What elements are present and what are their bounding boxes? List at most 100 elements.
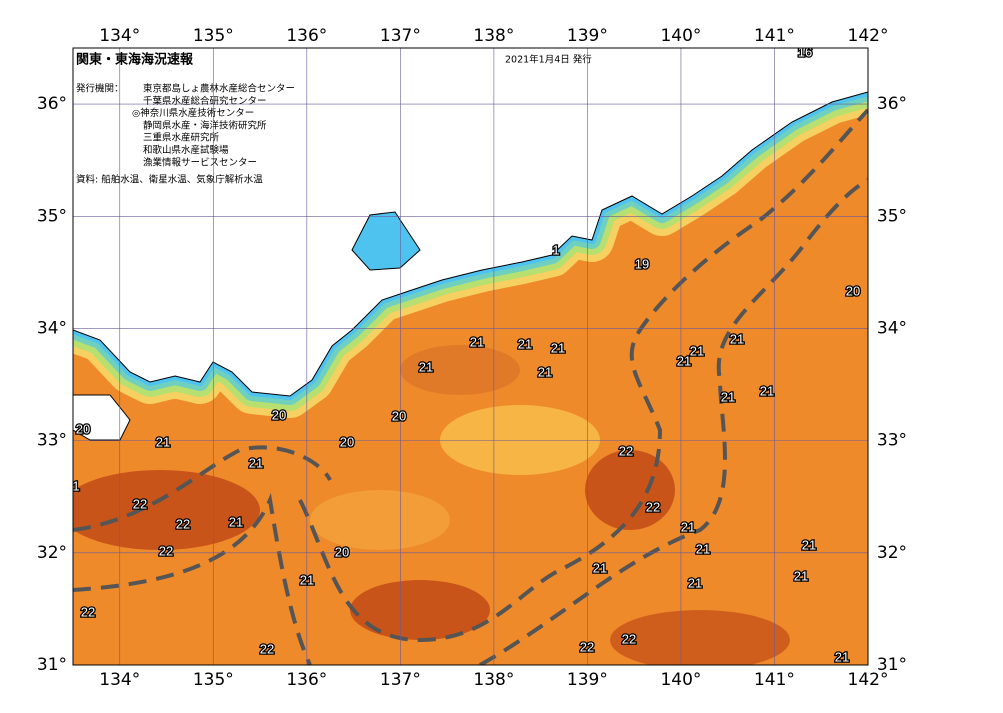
lon-label: 141° [754, 26, 795, 46]
contour-label: 16 [798, 44, 812, 59]
contour-label: 20 [846, 283, 860, 298]
contour-label: 21 [835, 649, 849, 664]
contour-label: 21 [794, 568, 808, 583]
lat-label: 33° [877, 431, 907, 451]
warm-patch [73, 470, 260, 550]
contour-label: 22 [619, 443, 633, 458]
contour-label: 21 [419, 359, 433, 374]
lon-label: 138° [473, 670, 514, 690]
contour-label: 21 [677, 353, 691, 368]
contour-label: 21 [470, 334, 484, 349]
lon-label: 135° [193, 26, 234, 46]
lon-label: 142° [848, 670, 889, 690]
lon-label: 139° [567, 670, 608, 690]
contour-label: 21 [538, 364, 552, 379]
lon-label: 136° [286, 26, 327, 46]
lon-label: 134° [99, 670, 140, 690]
contour-label: 22 [646, 499, 660, 514]
contour-label: 21 [696, 541, 710, 556]
lat-label: 32° [37, 543, 67, 563]
contour-label: 22 [133, 496, 147, 511]
lat-label: 34° [877, 318, 907, 338]
lon-label: 140° [660, 670, 701, 690]
contour-label: 21 [249, 455, 263, 470]
warm-patch [610, 610, 790, 665]
lon-label: 137° [380, 26, 421, 46]
lat-label: 32° [877, 543, 907, 563]
contour-label: 22 [81, 604, 95, 619]
ticks: 134°134°135°135°136°136°137°137°138°138°… [37, 26, 907, 690]
issue-date: 2021年1月4日 発行 [505, 54, 592, 66]
agency: ◎神奈川県水産技術センター [132, 107, 254, 119]
cool-patch [440, 405, 600, 475]
lat-label: 35° [877, 206, 907, 226]
land [73, 48, 868, 397]
contour-label: 21 [593, 560, 607, 575]
lat-label: 35° [37, 206, 67, 226]
contour-label: 21 [721, 389, 735, 404]
agency: 静岡県水産・海洋技術研究所 [143, 119, 267, 131]
contour-label: 1 [552, 242, 559, 257]
lat-label: 34° [37, 318, 67, 338]
contour-label: 22 [159, 543, 173, 558]
lon-label: 137° [380, 670, 421, 690]
contour-label: 21 [551, 340, 565, 355]
lon-label: 136° [286, 670, 327, 690]
contour-label: 20 [272, 407, 286, 422]
lon-label: 139° [567, 26, 608, 46]
grid [73, 48, 868, 665]
contour-label: 21 [300, 572, 314, 587]
coastal-bands [73, 48, 868, 441]
lon-label: 134° [99, 26, 140, 46]
contour-label: 21 [760, 383, 774, 398]
agency: 東京都島しょ農林水産総合センター [143, 83, 295, 95]
lat-label: 36° [37, 94, 67, 114]
frame [72, 47, 869, 666]
contour-label: 22 [260, 641, 274, 656]
agency: 千葉県水産総合研究センター [143, 95, 267, 107]
source: 資料: 船舶水温、衛星水温、気象庁解析水温 [76, 174, 263, 186]
agencies-label: 発行機関： [76, 83, 124, 95]
agencies: 東京都島しょ農林水産総合センター千葉県水産総合研究センター◎神奈川県水産技術セン… [132, 83, 295, 169]
current-axis [298, 108, 868, 643]
lon-label: 138° [473, 26, 514, 46]
contour-label: 22 [580, 639, 594, 654]
bay [351, 211, 421, 271]
contour-label: 21 [730, 331, 744, 346]
current-axis [479, 178, 868, 665]
contour-label: 22 [176, 516, 190, 531]
cool-patch [310, 490, 450, 550]
contour-label: 21 [688, 575, 702, 590]
contour-label: 21 [802, 537, 816, 552]
warm-patch [585, 450, 675, 530]
lon-label: 142° [848, 26, 889, 46]
lat-label: 33° [37, 431, 67, 451]
lat-label: 36° [877, 94, 907, 114]
contour-label: 21 [156, 434, 170, 449]
contour-label: 22 [622, 631, 636, 646]
current-axis [73, 445, 332, 532]
contour-label: 20 [392, 408, 406, 423]
contour-label: 21 [229, 514, 243, 529]
contour-label: 19 [635, 256, 649, 271]
contour-label: 21 [690, 343, 704, 358]
contour-label: 20 [76, 421, 90, 436]
lon-label: 135° [193, 670, 234, 690]
contour-label: 21 [518, 336, 532, 351]
lat-label: 31° [37, 655, 67, 675]
current-axis [73, 492, 312, 665]
contour-label: 1 [72, 478, 79, 493]
lon-label: 141° [754, 670, 795, 690]
warm-patch [350, 580, 490, 640]
lon-label: 140° [660, 26, 701, 46]
title: 関東・東海海況速報 [76, 52, 194, 68]
contour-label: 20 [340, 434, 354, 449]
agency: 和歌山県水産試験場 [143, 144, 229, 156]
lat-label: 31° [877, 655, 907, 675]
agency: 漁業情報サービスセンター [143, 156, 257, 168]
agency: 三重県水産研究所 [143, 132, 220, 144]
contour-label: 21 [681, 519, 695, 534]
